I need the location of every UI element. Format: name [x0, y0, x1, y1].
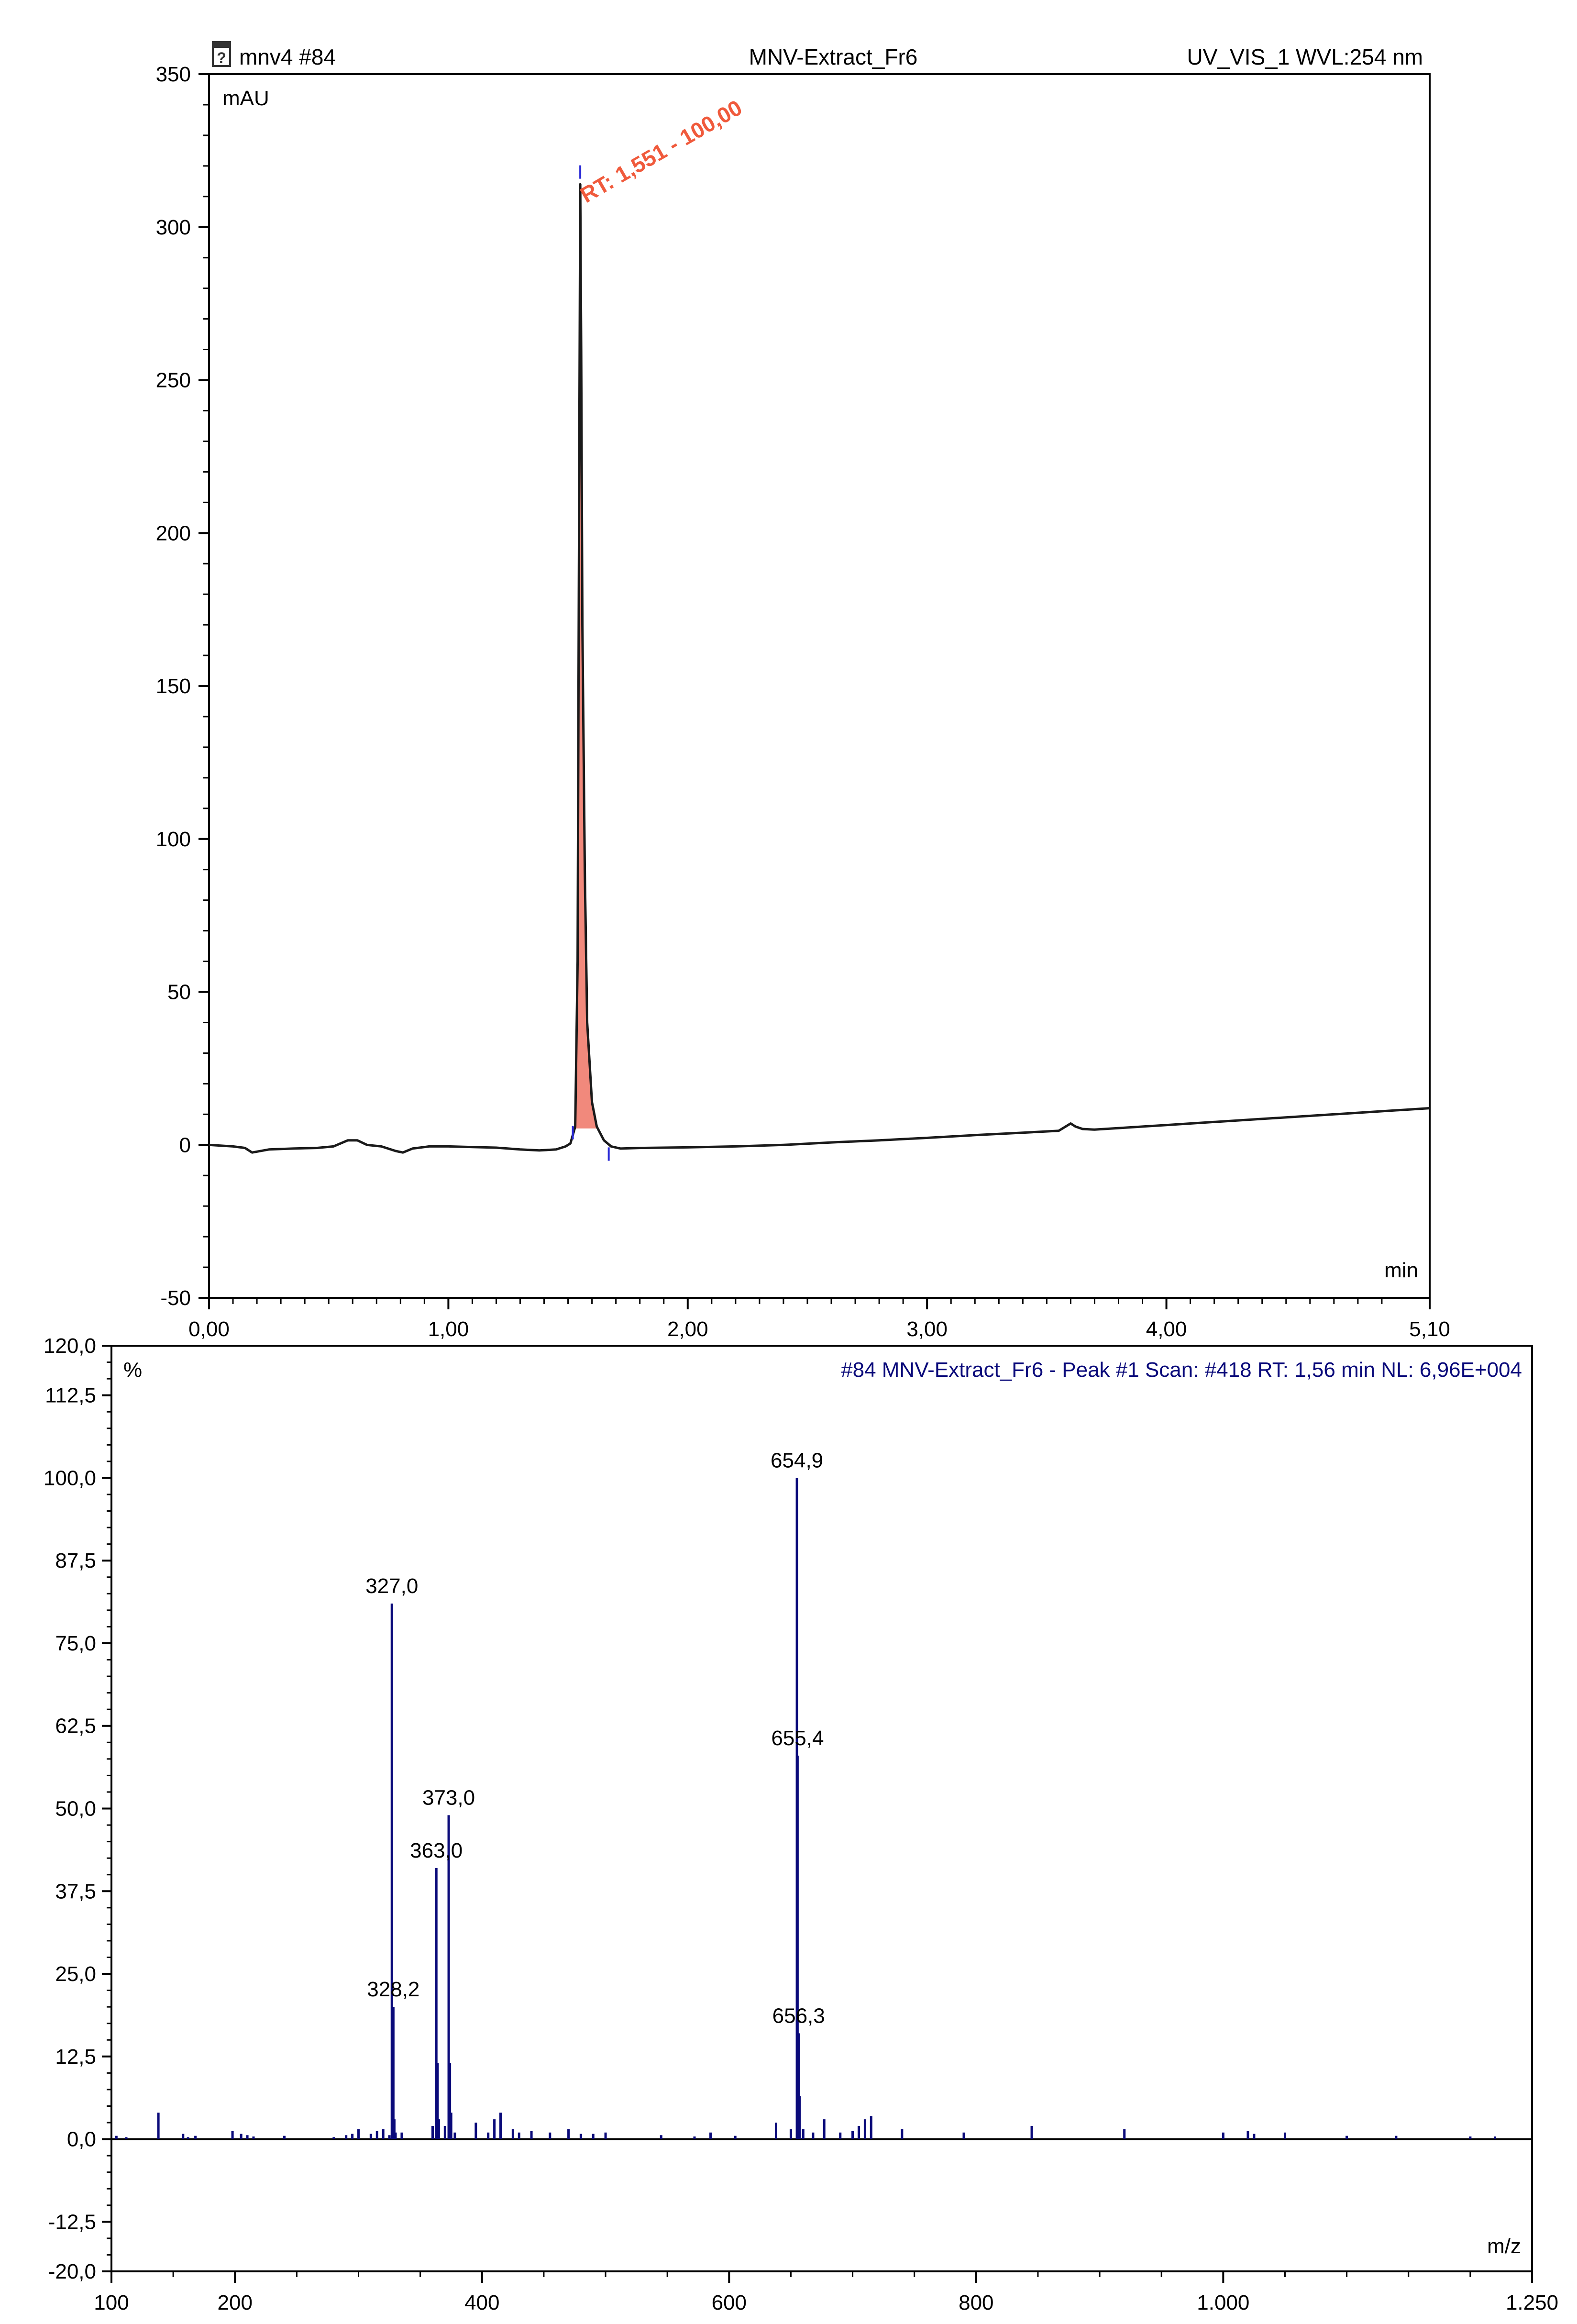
mass-spectrum-peak-label: 656,3 — [772, 2004, 825, 2027]
mass-spectrum-xtick-label: 1.000 — [1197, 2291, 1249, 2314]
mass-spectrum-peak-label: 363,0 — [410, 1839, 463, 1862]
mass-spectrum-header: #84 MNV-Extract_Fr6 - Peak #1 Scan: #418… — [841, 1358, 1522, 1382]
mass-spectrum-peak-label: 654,9 — [771, 1449, 823, 1472]
mass-spectrum-ytick-label: 100,0 — [44, 1466, 96, 1490]
chromatogram-ytick-label: 200 — [156, 521, 191, 545]
mass-spectrum-xtick-label: 600 — [712, 2291, 747, 2314]
chromatogram-xtick-label: 4,00 — [1146, 1317, 1187, 1341]
chromatogram-ytick-label: 100 — [156, 828, 191, 851]
mass-spectrum-peak-label: 327,0 — [365, 1574, 418, 1598]
chromatogram-ylabel: mAU — [222, 87, 269, 110]
mass-spectrum-xtick-label: 200 — [218, 2291, 253, 2314]
mass-spectrum-ytick-label: 112,5 — [45, 1384, 96, 1407]
mass-spectrum-xtick-label: 400 — [464, 2291, 499, 2314]
chromatogram-xtick-label: 5,10 — [1409, 1317, 1450, 1341]
chromatogram-ytick-label: 300 — [156, 216, 191, 239]
mass-spectrum-peak-label: 373,0 — [422, 1786, 475, 1809]
mass-spectrum-ytick-label: -20,0 — [48, 2260, 96, 2283]
mass-spectrum-ytick-label: 75,0 — [55, 1632, 96, 1655]
mass-spectrum-ytick-label: 12,5 — [55, 2045, 96, 2069]
chromatogram-ytick-label: 250 — [156, 369, 191, 392]
chromatogram-header-icon: ? — [212, 41, 231, 67]
chromatogram-header-left: mnv4 #84 — [239, 44, 336, 69]
chromatogram-xtick-label: 0,00 — [188, 1317, 230, 1341]
chromatogram-trace — [209, 183, 1430, 1154]
mass-spectrum-ylabel: % — [123, 1358, 142, 1382]
mass-spectrum-ytick-label: 62,5 — [55, 1715, 96, 1738]
mass-spectrum-ytick-label: 87,5 — [55, 1549, 96, 1572]
mass-spectrum-ytick-label: 50,0 — [55, 1797, 96, 1821]
mass-spectrum-xtick-label: 800 — [959, 2291, 993, 2314]
mass-spectrum-ytick-label: -12,5 — [48, 2210, 96, 2234]
mass-spectrum-ytick-label: 37,5 — [55, 1880, 96, 1903]
svg-text:?: ? — [217, 49, 226, 66]
mass-spectrum-xlabel: m/z — [1487, 2235, 1521, 2258]
chromatogram-header-right: UV_VIS_1 WVL:254 nm — [1187, 44, 1423, 69]
chromatogram-xtick-label: 3,00 — [906, 1317, 948, 1341]
mass-spectrum-chart: % #84 MNV-Extract_Fr6 - Peak #1 Scan: #4… — [44, 1334, 1558, 2314]
mass-spectrum-peak-label: 328,2 — [367, 1978, 419, 2001]
chromatogram-ytick-label: -50 — [160, 1286, 191, 1310]
chromatogram-ytick-label: 50 — [167, 981, 191, 1004]
mass-spectrum-ytick-label: 25,0 — [55, 1962, 96, 1986]
mass-spectrum-ytick-label: 120,0 — [44, 1334, 96, 1358]
chromatogram-header-center: MNV-Extract_Fr6 — [749, 44, 918, 69]
mass-spectrum-xtick-label: 100 — [94, 2291, 129, 2314]
mass-spectrum-ytick-label: 0,0 — [67, 2128, 96, 2151]
chromatogram-ytick-label: 350 — [156, 63, 191, 86]
chromatogram-xlabel: min — [1384, 1259, 1418, 1282]
chromatogram-xtick-label: 1,00 — [428, 1317, 469, 1341]
mass-spectrum-peak-label: 655,4 — [771, 1726, 824, 1750]
chromatogram-xtick-label: 2,00 — [667, 1317, 708, 1341]
chromatogram-ytick-label: 150 — [156, 675, 191, 698]
mass-spectrum-xtick-label: 1.250 — [1506, 2291, 1558, 2314]
chromatogram-ytick-label: 0 — [179, 1133, 191, 1157]
